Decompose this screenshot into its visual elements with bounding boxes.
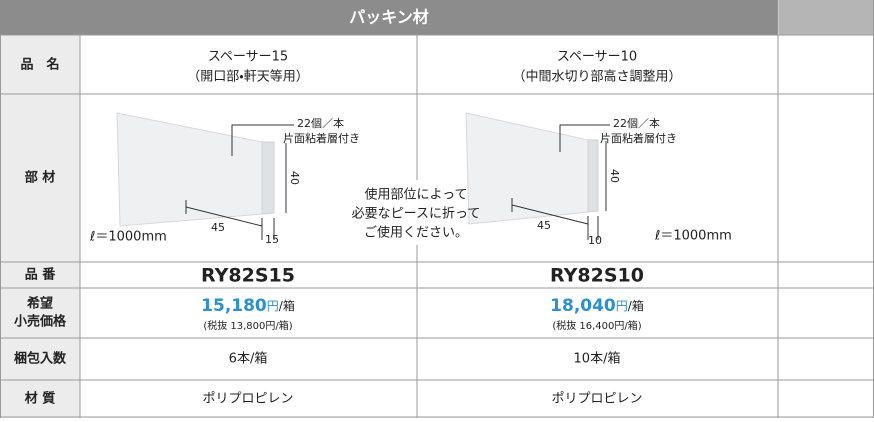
figure-width: 45 — [211, 221, 225, 234]
price-ex-tax: (税抜 13,800円/箱) — [203, 319, 292, 332]
part-number: RY82S15 — [201, 265, 295, 287]
product-figure — [465, 112, 610, 240]
header-bar — [0, 0, 778, 35]
figure-thickness: 15 — [265, 233, 279, 246]
figure-count: 22個／本 — [613, 116, 660, 130]
price-value: 18,040 — [550, 296, 616, 316]
figure-note: 片面粘着層付き — [600, 131, 677, 145]
figure-length: ℓ＝1000mm — [89, 230, 167, 245]
row-label: 品 名 — [20, 57, 59, 73]
price-ex-tax: (税抜 16,400円/箱) — [552, 319, 641, 332]
figure-note-line: 使用部位によって — [365, 187, 468, 203]
figure-thickness: 10 — [588, 234, 602, 247]
packing: 6本/箱 — [229, 351, 268, 367]
product-name: スペーサー10 — [557, 50, 637, 65]
price-per: /箱 — [628, 298, 644, 313]
price: 18,040円/箱 — [550, 296, 644, 316]
material: ポリプロピレン — [551, 392, 642, 407]
price-unit: 円 — [267, 299, 279, 313]
product-figure — [116, 112, 294, 240]
product-use: （中間水切り部高さ調整用） — [512, 69, 681, 85]
figure-height: 40 — [288, 171, 301, 185]
row-label: 品 番 — [25, 267, 57, 283]
row-label: 材 質 — [25, 391, 56, 407]
figure-width: 45 — [537, 219, 551, 232]
figure-height: 40 — [608, 169, 621, 183]
row-label: 梱包入数 — [14, 351, 67, 367]
figure-note: 片面粘着層付き — [283, 131, 360, 145]
figure-count: 22個／本 — [297, 116, 344, 130]
price-per: /箱 — [279, 298, 295, 313]
price: 15,180円/箱 — [201, 296, 295, 316]
row-label: 部 材 — [25, 170, 56, 186]
part-number: RY82S10 — [550, 265, 644, 287]
label-column — [0, 35, 80, 418]
figure-note-line: ご使用ください。 — [364, 225, 468, 241]
product-name: スペーサー15 — [208, 50, 288, 65]
product-use: （開口部・軒天等用） — [187, 69, 308, 85]
table-title: パッキン材 — [349, 8, 429, 27]
material: ポリプロピレン — [202, 392, 293, 407]
figure-length: ℓ＝1000mm — [654, 229, 732, 244]
header-extra — [779, 0, 874, 35]
packing: 10本/箱 — [574, 351, 621, 367]
price-value: 15,180 — [201, 296, 267, 316]
figure-note-line: 必要なピースに折って — [352, 207, 481, 222]
row-label: 希望 — [27, 296, 53, 312]
price-unit: 円 — [616, 299, 628, 313]
row-label: 小売価格 — [14, 314, 67, 330]
